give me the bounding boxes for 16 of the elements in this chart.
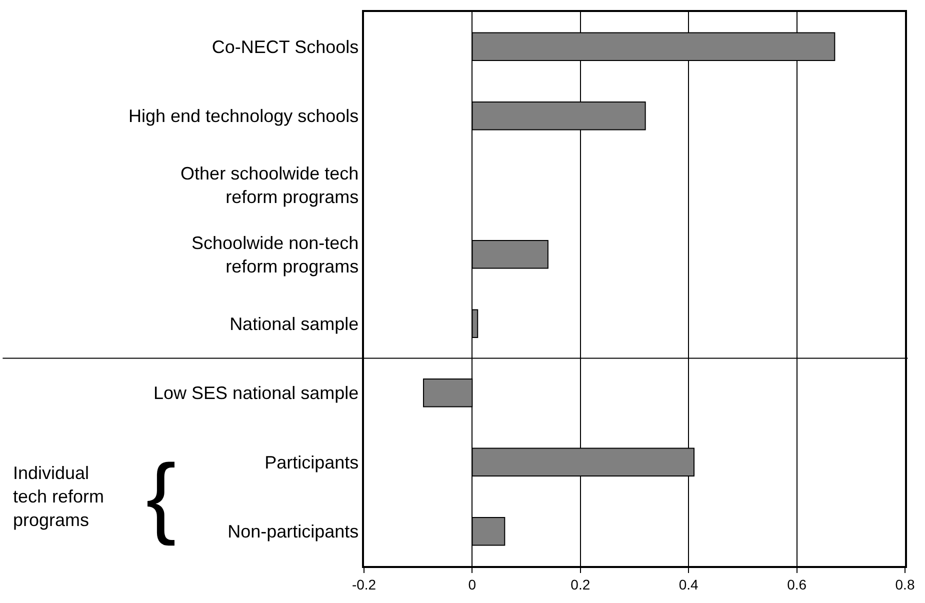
y-tick-label: National sample [230,314,359,334]
y-tick-label: High end technology schools [128,106,359,126]
x-tick-label: -0.2 [352,576,376,593]
x-tick-label: 0.6 [787,576,807,593]
y-tick-label: Schoolwide non-tech reform programs [192,232,359,276]
y-tick-label: Co-NECT Schools [212,36,359,57]
text: Individual tech reform programs [13,463,104,530]
y-tick-label: Low SES national sample [154,383,359,404]
x-tick-label: 0.4 [678,576,699,593]
y-tick-label: Other schoolwide tech reform programs [180,164,359,208]
x-tick-label: 0.8 [895,576,915,593]
y-tick-label: Participants [264,452,359,472]
text: { [146,447,176,547]
x-tick-label: 0 [468,576,476,593]
y-tick-label: Non-participants [228,522,359,542]
x-tick-label: 0.2 [570,576,590,593]
